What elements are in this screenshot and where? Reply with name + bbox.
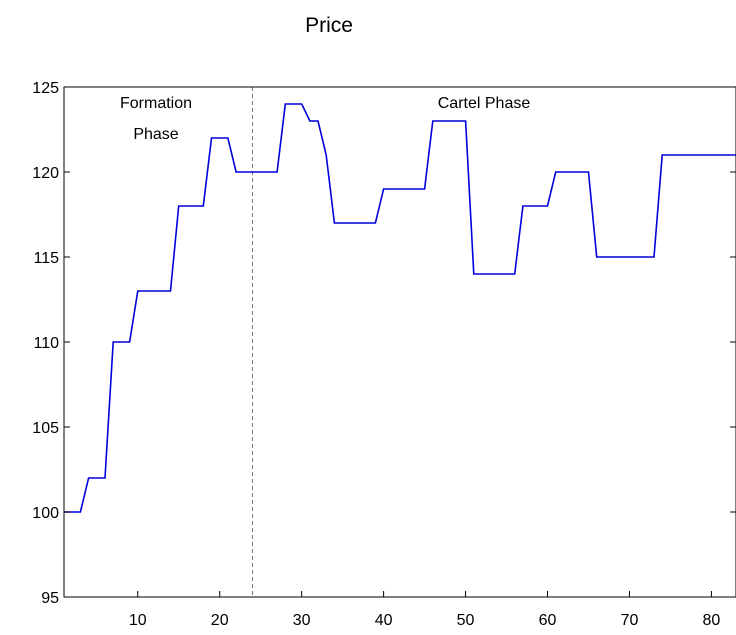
chart-title: Price — [305, 14, 353, 37]
x-tick-label: 20 — [211, 612, 229, 629]
plot-area — [64, 87, 736, 597]
x-tick-label: 30 — [293, 612, 311, 629]
x-tick-label: 50 — [457, 612, 475, 629]
price-series-line — [64, 103, 736, 513]
y-tick-label: 115 — [33, 250, 59, 267]
annotations: Formation Phase Cartel Phase — [120, 95, 530, 143]
y-tick-label: 110 — [33, 335, 59, 352]
x-tick-label: 40 — [375, 612, 393, 629]
annotation-formation-line2: Phase — [133, 126, 178, 143]
y-tick-label: 95 — [41, 590, 59, 607]
x-tick-label: 80 — [703, 612, 721, 629]
x-tick-label: 10 — [129, 612, 147, 629]
y-tick-label: 100 — [32, 505, 59, 522]
annotation-formation-line1: Formation — [120, 95, 192, 112]
axes: 95 100 105 110 115 120 125 10 20 30 40 50 60 70 80 — [32, 80, 736, 629]
plot-frame — [63, 86, 736, 598]
x-tick-label: 70 — [621, 612, 639, 629]
annotation-cartel: Cartel Phase — [438, 95, 531, 112]
y-tick-label: 125 — [32, 80, 59, 97]
y-tick-label: 105 — [32, 420, 59, 437]
x-tick-label: 60 — [539, 612, 557, 629]
y-tick-label: 120 — [32, 165, 59, 182]
